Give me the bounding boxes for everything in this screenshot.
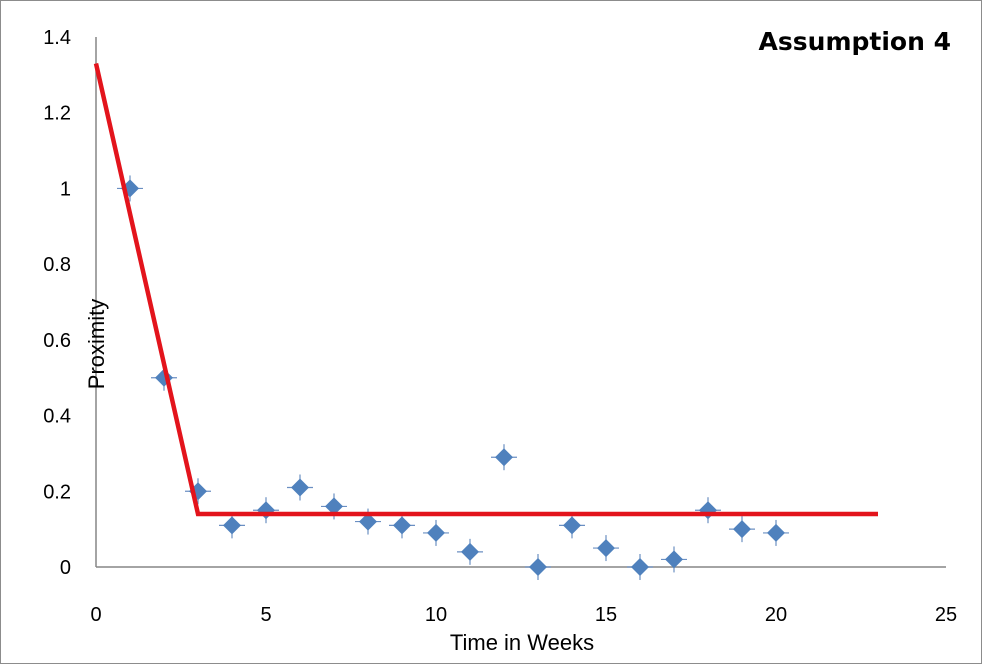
- data-point: [665, 550, 683, 569]
- data-point: [461, 542, 479, 561]
- y-tick-label: 0: [60, 557, 71, 579]
- titles: Proximity Time in Weeks Assumption 4: [84, 27, 951, 655]
- x-tick-label: 0: [90, 604, 101, 626]
- x-axis-title: Time in Weeks: [450, 630, 594, 655]
- x-tick-label: 10: [425, 604, 447, 626]
- y-tick-label: 0.2: [43, 481, 71, 503]
- y-tick-label: 0.4: [43, 406, 71, 428]
- data-point: [631, 558, 649, 576]
- data-point: [257, 501, 275, 520]
- data-point: [733, 520, 751, 539]
- data-point: [223, 516, 241, 535]
- x-tick-label: 25: [935, 604, 957, 626]
- x-tick-label: 5: [260, 604, 271, 626]
- data-point: [291, 478, 309, 497]
- y-tick-label: 0.8: [43, 254, 71, 276]
- data-point: [393, 516, 411, 535]
- y-tick-label: 1.2: [43, 103, 71, 125]
- tick-labels: 0 5 10 15 20 25 0 0.2 0.4 0.6 0.8 1 1.2 1.4: [43, 27, 957, 626]
- y-tick-label: 1.4: [43, 27, 71, 49]
- data-point: [767, 523, 785, 542]
- x-tick-label: 20: [765, 604, 787, 626]
- series: [93, 63, 878, 580]
- y-tick-label: 0.6: [43, 330, 71, 352]
- data-point: [495, 448, 513, 467]
- trend-line: [93, 63, 878, 517]
- data-point: [427, 523, 445, 542]
- y-tick-label: 1: [60, 178, 71, 200]
- chart-title: Assumption 4: [759, 27, 951, 56]
- x-tick-label: 15: [595, 604, 617, 626]
- data-point: [563, 516, 581, 535]
- data-point: [597, 539, 615, 558]
- axes: [95, 37, 946, 568]
- data-point: [699, 501, 717, 520]
- y-axis-title: Proximity: [84, 299, 109, 389]
- data-point: [359, 512, 377, 531]
- data-point: [529, 558, 547, 576]
- data-point: [325, 497, 343, 516]
